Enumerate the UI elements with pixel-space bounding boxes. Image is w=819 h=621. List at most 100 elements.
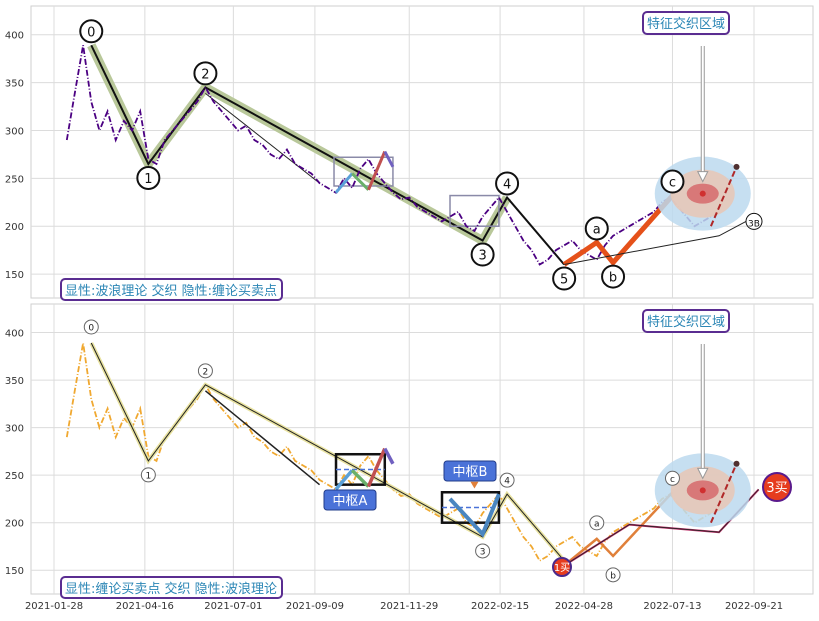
sub-wave-segment-bottom xyxy=(350,469,370,488)
sub-wave-segment xyxy=(351,172,370,191)
y-tick-label: 200 xyxy=(5,222,24,233)
bottom-panel xyxy=(30,303,814,595)
top-chart-layer: 0 1 2 3 4 5 a b c 3B xyxy=(65,19,763,291)
wave-label-circle xyxy=(660,169,685,194)
x-tick-label: 2021-04-16 xyxy=(116,601,174,612)
price-line-top xyxy=(65,45,712,266)
sub-wave-segment xyxy=(383,150,395,168)
y-tick-label: 400 xyxy=(5,329,24,340)
wave-label-circle-bottom xyxy=(499,472,515,488)
bottom-feature-box: 特征交织区域 xyxy=(642,309,730,333)
wave-label-text-bottom: 2 xyxy=(203,367,209,377)
y-tick-label: 150 xyxy=(5,566,24,577)
feature-zone-center xyxy=(699,190,706,197)
buy-point-1: 1买 xyxy=(552,557,572,577)
wave-label-circle xyxy=(495,171,520,196)
y-tick-label: 200 xyxy=(5,519,24,530)
svg-text:3买: 3买 xyxy=(766,481,787,496)
wave-label-circle xyxy=(136,165,161,190)
svg-text:中枢B: 中枢B xyxy=(453,465,488,480)
wave-label-circle xyxy=(79,19,104,44)
sub-wave-b xyxy=(448,493,501,538)
wave-label-circle xyxy=(745,212,763,230)
feature-dashed xyxy=(709,166,738,227)
top-annotation-box: 显性:波浪理论 交织 隐性:缠论买卖点 xyxy=(60,278,283,301)
top-feature-text: 特征交织区域 xyxy=(647,16,725,32)
sub-wave-segment xyxy=(334,172,354,194)
wave-line xyxy=(90,44,565,266)
wave-label-text: 3B xyxy=(748,219,760,229)
wave-label-circle xyxy=(584,216,609,241)
svg-text:1买: 1买 xyxy=(554,562,570,574)
abc-wave xyxy=(562,193,675,267)
feature-arrow-head xyxy=(696,171,709,183)
zhongshu-b-arrow xyxy=(470,481,479,489)
bottom-annotation-box: 显性:缠论买卖点 交织 隐性:波浪理论 xyxy=(60,576,283,599)
x-tick-label: 2021-09-09 xyxy=(286,601,344,612)
trend-line-bottom xyxy=(204,390,321,486)
wave-line-bottom xyxy=(90,342,565,562)
top-annotation-text: 显性:波浪理论 交织 隐性:缠论买卖点 xyxy=(65,283,277,299)
feature-zone-center xyxy=(699,487,706,494)
wave-label-circle-bottom xyxy=(140,467,156,483)
sub-wave-segment-bottom xyxy=(383,447,395,465)
y-tick-label: 250 xyxy=(5,471,24,482)
x-tick-label: 2022-02-15 xyxy=(471,601,529,612)
feature-arrow-head xyxy=(696,467,709,480)
wave-label-circle xyxy=(601,264,626,289)
x-tick-label: 2022-04-28 xyxy=(555,601,613,612)
y-tick-label: 150 xyxy=(5,270,24,281)
x-tick-label: 2022-07-13 xyxy=(643,601,701,612)
wave-label-circle-bottom xyxy=(605,567,621,583)
y-tick-label: 300 xyxy=(5,126,24,137)
zhongshu-a-label: 中枢A xyxy=(323,489,377,511)
wave-label-circle-bottom xyxy=(664,470,680,486)
svg-text:中枢A: 中枢A xyxy=(333,494,368,509)
sub-wave-segment xyxy=(367,150,387,191)
y-tick-label: 250 xyxy=(5,174,24,185)
y-tick-label: 350 xyxy=(5,376,24,387)
top-feature-box: 特征交织区域 xyxy=(642,11,730,35)
wave-label-circle xyxy=(193,61,218,86)
wave-label-circle xyxy=(470,242,495,267)
wave-label-text-bottom: b xyxy=(610,571,616,581)
wave-label-text-bottom: a xyxy=(594,519,600,529)
zhongshu-b-label: 中枢B xyxy=(443,460,497,482)
trend-line-right xyxy=(564,214,759,265)
wave-label-text: c xyxy=(669,176,676,191)
y-tick-label: 350 xyxy=(5,79,24,90)
top-panel xyxy=(30,5,814,299)
x-tick-label: 2021-01-28 xyxy=(25,601,83,612)
wave-label-text: 1 xyxy=(144,172,152,187)
wave-label-circle-bottom xyxy=(475,543,491,559)
bottom-annotation-text: 显性:缠论买卖点 交织 隐性:波浪理论 xyxy=(65,581,277,597)
wave-label-text-bottom: c xyxy=(670,475,675,485)
x-tick-label: 2021-11-29 xyxy=(380,601,438,612)
wave-label-text: 0 xyxy=(87,25,95,40)
feature-dashed xyxy=(709,463,738,524)
wave-label-text: 2 xyxy=(201,67,209,82)
buy-point-3: 3买 xyxy=(762,472,792,502)
y-tick-label: 300 xyxy=(5,424,24,435)
wave-label-text-bottom: 3 xyxy=(480,547,486,557)
x-tick-label: 2021-07-01 xyxy=(204,601,262,612)
wave-label-text-bottom: 4 xyxy=(504,477,510,487)
feature-dot xyxy=(733,163,740,170)
y-tick-label: 400 xyxy=(5,31,24,42)
wave-label-circle-bottom xyxy=(197,363,213,379)
feature-dot xyxy=(733,460,740,467)
sub-wave-segment-bottom xyxy=(366,447,387,488)
bottom-chart-layer: 0 1 2 3 4 a b c xyxy=(65,319,760,583)
wave-label-circle-bottom xyxy=(589,515,605,531)
bottom-feature-text: 特征交织区域 xyxy=(647,314,725,330)
wave-label-circle xyxy=(552,266,577,291)
wave-label-text: 4 xyxy=(503,177,511,192)
wave-label-text-bottom: 1 xyxy=(145,471,151,481)
sub-wave-segment-bottom xyxy=(334,469,354,491)
abc-wave-bottom xyxy=(563,491,674,567)
zhongshu-box-top-b xyxy=(449,194,500,227)
wave-label-text-bottom: 0 xyxy=(88,323,94,333)
wave-label-circle-bottom xyxy=(83,319,99,335)
wave-label-text: b xyxy=(609,271,617,286)
